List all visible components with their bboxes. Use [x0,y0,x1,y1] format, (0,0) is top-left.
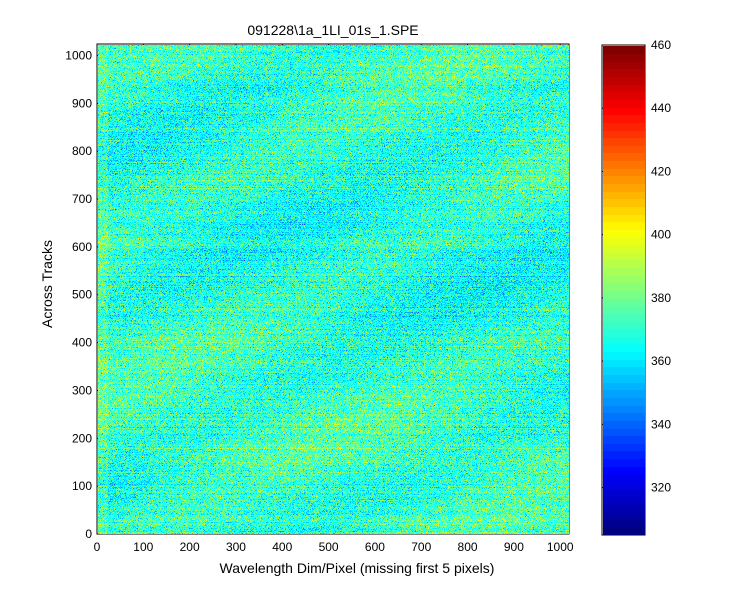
y-tick-label: 800 [72,144,92,158]
y-axis-label: Across Tracks [39,240,55,328]
colorbar-tick-label: 380 [651,291,671,305]
colorbar-tick-label: 320 [651,481,671,495]
x-axis: 0 100 200 300 400 500 600 700 800 900 1000 [94,44,574,554]
colorbar-gradient [603,46,645,535]
plot-frame [96,43,570,535]
y-tick-label: 300 [72,383,92,397]
colorbar-frame [601,44,646,536]
colorbar-tick-label: 400 [651,228,671,242]
y-tick-label: 100 [72,479,92,493]
y-tick-label: 0 [85,527,92,541]
x-axis-label: Wavelength Dim/Pixel (missing first 5 pi… [220,560,495,576]
x-tick-label: 0 [94,540,101,554]
colorbar-tick-label: 360 [651,354,671,368]
y-tick-label: 1000 [65,48,92,62]
x-tick-label: 800 [458,540,478,554]
y-tick-label: 600 [72,240,92,254]
x-tick-label: 900 [504,540,524,554]
colorbar-tick-label: 420 [651,164,671,178]
colorbar-axis: 320 340 360 380 400 420 440 460 [602,38,671,495]
colorbar-tick-label: 340 [651,417,671,431]
x-tick-label: 1000 [547,540,574,554]
y-tick-label: 200 [72,431,92,445]
x-tick-label: 500 [319,540,339,554]
heatmap-image [98,45,569,534]
y-tick-label: 900 [72,96,92,110]
colorbar-tick-label: 440 [651,101,671,115]
x-tick-label: 300 [226,540,246,554]
x-tick-label: 200 [180,540,200,554]
y-tick-label: 400 [72,336,92,350]
colorbar: 320 340 360 380 400 420 440 460 [601,38,671,536]
colorbar-tick-label: 460 [651,38,671,52]
y-tick-label: 500 [72,288,92,302]
chart-title: 091228\1a_1LI_01s_1.SPE [247,22,418,38]
plot-area: 0 100 200 300 400 500 600 700 800 900 1000 0 100 200… [65,43,574,554]
x-tick-label: 400 [272,540,292,554]
y-tick-label: 700 [72,192,92,206]
x-tick-label: 700 [411,540,431,554]
x-tick-label: 100 [133,540,153,554]
x-tick-label: 600 [365,540,385,554]
